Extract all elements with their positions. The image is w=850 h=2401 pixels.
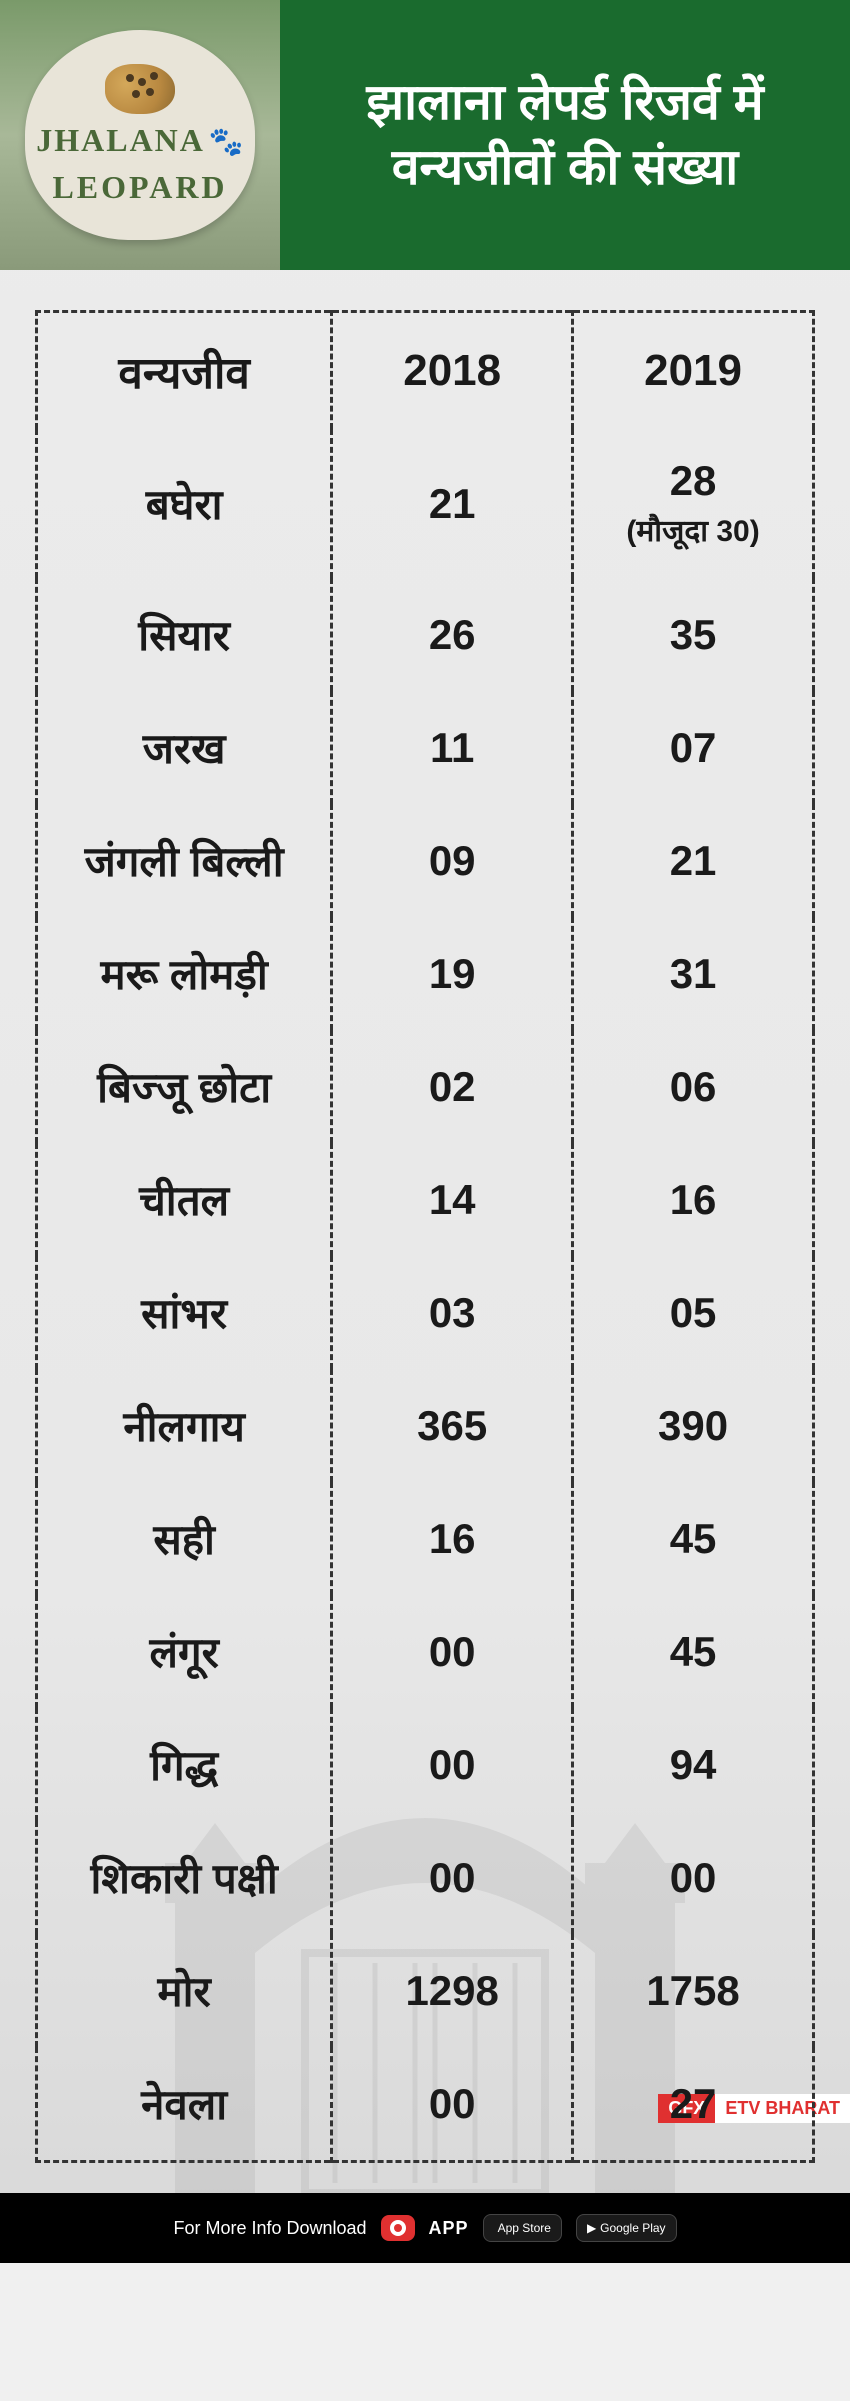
- value-2018-cell: 11: [332, 691, 573, 804]
- app-label: APP: [429, 2218, 469, 2239]
- value-2018-cell: 365: [332, 1369, 573, 1482]
- table-row: बघेरा2128(मौजूदा 30): [37, 429, 814, 578]
- paw-icon: 🐾: [209, 126, 244, 157]
- table-row: मरू लोमड़ी1931: [37, 917, 814, 1030]
- animal-name-cell: बघेरा: [37, 429, 332, 578]
- value-2019-cell: 06: [573, 1030, 814, 1143]
- value-2019-cell: 27: [573, 2047, 814, 2162]
- value-2018-cell: 00: [332, 1595, 573, 1708]
- value-2019-cell: 35: [573, 578, 814, 691]
- value-2019-cell: 21: [573, 804, 814, 917]
- header-left-image: JHALANA🐾 LEOPARD: [0, 0, 280, 270]
- col-header-animal: वन्यजीव: [37, 312, 332, 430]
- sign-text-1: JHALANA: [36, 122, 205, 158]
- value-2019-cell: 07: [573, 691, 814, 804]
- sign-line2: LEOPARD: [52, 169, 227, 206]
- col-header-2018: 2018: [332, 312, 573, 430]
- value-2018-cell: 09: [332, 804, 573, 917]
- title-line1: झालाना लेपर्ड रिजर्व में: [366, 70, 763, 135]
- value-2018-cell: 26: [332, 578, 573, 691]
- animal-name-cell: गिद्ध: [37, 1708, 332, 1821]
- value-2018-cell: 00: [332, 2047, 573, 2162]
- animal-name-cell: शिकारी पक्षी: [37, 1821, 332, 1934]
- title-line2: वन्यजीवों की संख्या: [392, 135, 738, 200]
- value-2019-cell: 45: [573, 1595, 814, 1708]
- animal-name-cell: जंगली बिल्ली: [37, 804, 332, 917]
- table-row: सही1645: [37, 1482, 814, 1595]
- value-2018-cell: 00: [332, 1708, 573, 1821]
- table-row: बिज्जू छोटा0206: [37, 1030, 814, 1143]
- animal-name-cell: मरू लोमड़ी: [37, 917, 332, 1030]
- animal-name-cell: सांभर: [37, 1256, 332, 1369]
- animal-name-cell: सियार: [37, 578, 332, 691]
- animal-name-cell: लंगूर: [37, 1595, 332, 1708]
- app-logo-icon: [381, 2215, 415, 2241]
- animal-name-cell: चीतल: [37, 1143, 332, 1256]
- value-2019-cell: 00: [573, 1821, 814, 1934]
- table-row: लंगूर0045: [37, 1595, 814, 1708]
- table-row: जंगली बिल्ली0921: [37, 804, 814, 917]
- value-2019-cell: 45: [573, 1482, 814, 1595]
- col-header-2019: 2019: [573, 312, 814, 430]
- table-row: नेवला0027: [37, 2047, 814, 2162]
- playstore-text: Google Play: [600, 2221, 665, 2235]
- animal-name-cell: जरख: [37, 691, 332, 804]
- animal-name-cell: मोर: [37, 1934, 332, 2047]
- appstore-text: App Store: [498, 2221, 551, 2235]
- table-row: सांभर0305: [37, 1256, 814, 1369]
- animal-name-cell: नीलगाय: [37, 1369, 332, 1482]
- appstore-badge[interactable]: App Store: [483, 2214, 562, 2242]
- table-row: सियार2635: [37, 578, 814, 691]
- value-2019-cell: 28(मौजूदा 30): [573, 429, 814, 578]
- sign-line1: JHALANA🐾: [36, 122, 244, 159]
- table-row: नीलगाय365390: [37, 1369, 814, 1482]
- table-header-row: वन्यजीव 2018 2019: [37, 312, 814, 430]
- value-2019-cell: 16: [573, 1143, 814, 1256]
- value-2019-cell: 05: [573, 1256, 814, 1369]
- value-2018-cell: 14: [332, 1143, 573, 1256]
- value-2018-cell: 00: [332, 1821, 573, 1934]
- leopard-icon: [105, 64, 175, 114]
- value-2018-cell: 02: [332, 1030, 573, 1143]
- table-row: जरख1107: [37, 691, 814, 804]
- value-2019-cell: 94: [573, 1708, 814, 1821]
- table-wrapper: वन्यजीव 2018 2019 बघेरा2128(मौजूदा 30)सि…: [0, 270, 850, 2193]
- animal-name-cell: नेवला: [37, 2047, 332, 2162]
- table-row: शिकारी पक्षी0000: [37, 1821, 814, 1934]
- play-icon: ▶: [587, 2221, 596, 2235]
- header-title-area: झालाना लेपर्ड रिजर्व में वन्यजीवों की सं…: [280, 0, 850, 270]
- value-2019-cell: 31: [573, 917, 814, 1030]
- table-row: मोर12981758: [37, 1934, 814, 2047]
- table-row: चीतल1416: [37, 1143, 814, 1256]
- value-2018-cell: 03: [332, 1256, 573, 1369]
- header: JHALANA🐾 LEOPARD झालाना लेपर्ड रिजर्व मे…: [0, 0, 850, 270]
- stone-sign: JHALANA🐾 LEOPARD: [25, 30, 255, 240]
- value-2019-cell: 390: [573, 1369, 814, 1482]
- wildlife-table: वन्यजीव 2018 2019 बघेरा2128(मौजूदा 30)सि…: [35, 310, 815, 2163]
- value-2018-cell: 16: [332, 1482, 573, 1595]
- value-2018-cell: 21: [332, 429, 573, 578]
- table-row: गिद्ध0094: [37, 1708, 814, 1821]
- value-2018-cell: 1298: [332, 1934, 573, 2047]
- table-body: बघेरा2128(मौजूदा 30)सियार2635जरख1107जंगल…: [37, 429, 814, 2162]
- footer: For More Info Download APP App Store ▶ G…: [0, 2193, 850, 2263]
- animal-name-cell: सही: [37, 1482, 332, 1595]
- value-2019-note: (मौजूदा 30): [584, 509, 802, 550]
- value-2019-cell: 1758: [573, 1934, 814, 2047]
- value-2018-cell: 19: [332, 917, 573, 1030]
- footer-text: For More Info Download: [173, 2218, 366, 2239]
- infographic-container: JHALANA🐾 LEOPARD झालाना लेपर्ड रिजर्व मे…: [0, 0, 850, 2263]
- playstore-badge[interactable]: ▶ Google Play: [576, 2214, 677, 2242]
- animal-name-cell: बिज्जू छोटा: [37, 1030, 332, 1143]
